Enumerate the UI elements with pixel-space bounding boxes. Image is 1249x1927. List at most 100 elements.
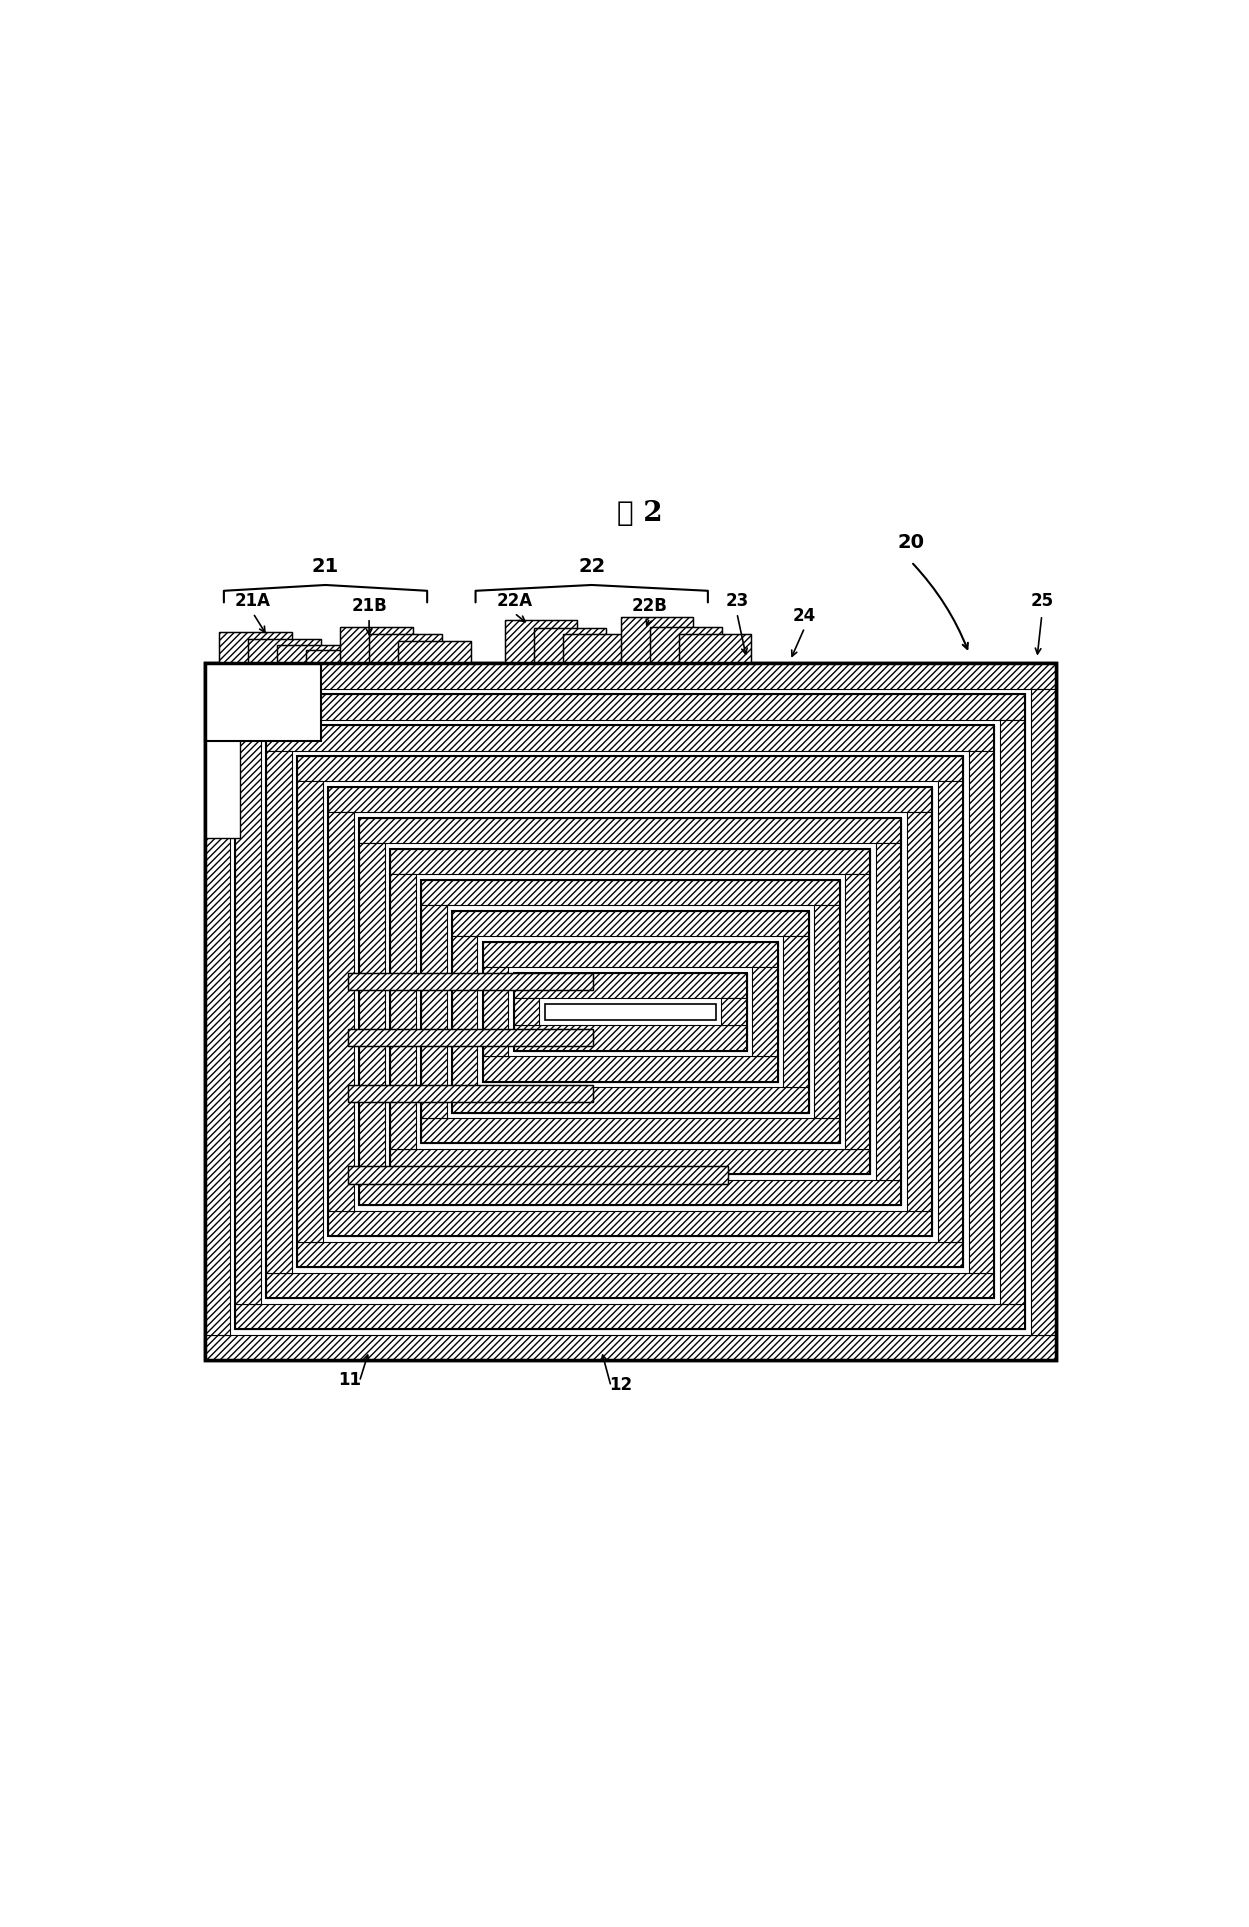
Bar	[205, 663, 240, 838]
Bar	[877, 844, 902, 1179]
Bar	[515, 973, 747, 1050]
Bar	[545, 1004, 716, 1019]
Text: 23: 23	[726, 592, 748, 611]
Bar	[391, 850, 871, 1174]
Bar	[1032, 688, 1057, 1335]
Bar	[546, 1004, 716, 1019]
Bar	[297, 755, 963, 1268]
Bar	[219, 632, 292, 663]
Bar	[347, 1085, 593, 1102]
Bar	[398, 642, 471, 663]
Bar	[205, 688, 230, 1335]
Bar	[236, 1305, 1025, 1330]
Bar	[421, 1118, 839, 1143]
Bar	[515, 1025, 747, 1050]
Bar	[390, 848, 871, 1175]
Bar	[347, 973, 593, 990]
Bar	[907, 813, 933, 1212]
Bar	[938, 782, 963, 1243]
Text: 22: 22	[578, 557, 606, 576]
Bar	[205, 663, 321, 740]
Bar	[297, 1243, 963, 1268]
Bar	[421, 906, 447, 1118]
Bar	[533, 628, 606, 663]
Bar	[621, 617, 693, 663]
Bar	[328, 788, 933, 1237]
Bar	[370, 634, 442, 663]
Bar	[205, 1335, 1057, 1360]
Bar	[236, 719, 261, 1305]
Bar	[360, 819, 902, 844]
Bar	[452, 937, 477, 1087]
Bar	[562, 634, 636, 663]
Bar	[969, 750, 994, 1274]
Bar	[452, 911, 808, 937]
Bar	[219, 632, 292, 663]
Bar	[679, 634, 752, 663]
Text: 25: 25	[1030, 592, 1053, 611]
Text: 12: 12	[610, 1376, 632, 1395]
Bar	[277, 646, 350, 663]
Bar	[236, 694, 1025, 1330]
Bar	[266, 1274, 994, 1299]
Bar	[277, 646, 350, 663]
Bar	[347, 1166, 728, 1183]
Bar	[483, 942, 778, 1081]
Bar	[205, 663, 1057, 1360]
Bar	[360, 819, 902, 1206]
Bar	[483, 1056, 778, 1081]
Bar	[452, 911, 808, 1112]
Bar	[249, 640, 321, 663]
Bar	[562, 634, 636, 663]
Text: 22A: 22A	[496, 592, 532, 611]
Bar	[370, 634, 442, 663]
Bar	[649, 626, 722, 663]
Bar	[266, 750, 291, 1274]
Bar	[649, 626, 722, 663]
Bar	[297, 755, 964, 1268]
Bar	[306, 649, 378, 663]
Bar	[328, 786, 933, 1237]
Bar	[340, 626, 412, 663]
Bar	[249, 640, 321, 663]
Bar	[297, 755, 963, 782]
Bar	[391, 850, 871, 875]
Bar	[266, 725, 995, 1299]
Bar	[1000, 719, 1025, 1305]
Text: 21B: 21B	[351, 597, 387, 615]
Bar	[266, 725, 994, 750]
Bar	[398, 642, 471, 663]
Text: 22B: 22B	[632, 597, 668, 615]
Bar	[621, 617, 693, 663]
Bar	[236, 694, 1025, 719]
Bar	[297, 782, 322, 1243]
Text: 20: 20	[898, 534, 924, 551]
Bar	[505, 620, 577, 663]
Bar	[205, 663, 1057, 1360]
Bar	[515, 973, 747, 998]
Bar	[347, 1029, 593, 1046]
Bar	[347, 973, 593, 990]
Bar	[452, 911, 809, 1114]
Bar	[483, 967, 508, 1056]
Bar	[421, 881, 841, 1145]
Bar	[421, 881, 839, 906]
Bar	[533, 628, 606, 663]
Text: 24: 24	[793, 607, 817, 624]
Bar	[205, 663, 1057, 688]
Bar	[328, 813, 353, 1212]
Text: 21: 21	[312, 557, 340, 576]
Bar	[360, 844, 385, 1179]
Bar	[515, 998, 540, 1025]
Text: 21A: 21A	[235, 592, 271, 611]
Bar	[679, 634, 752, 663]
Bar	[483, 942, 778, 967]
Bar	[358, 817, 902, 1206]
Bar	[360, 1179, 902, 1206]
Bar	[340, 626, 412, 663]
Bar	[205, 663, 1057, 1360]
Bar	[452, 1087, 808, 1112]
Bar	[347, 1085, 593, 1102]
Bar	[783, 937, 808, 1087]
Bar	[235, 694, 1025, 1330]
